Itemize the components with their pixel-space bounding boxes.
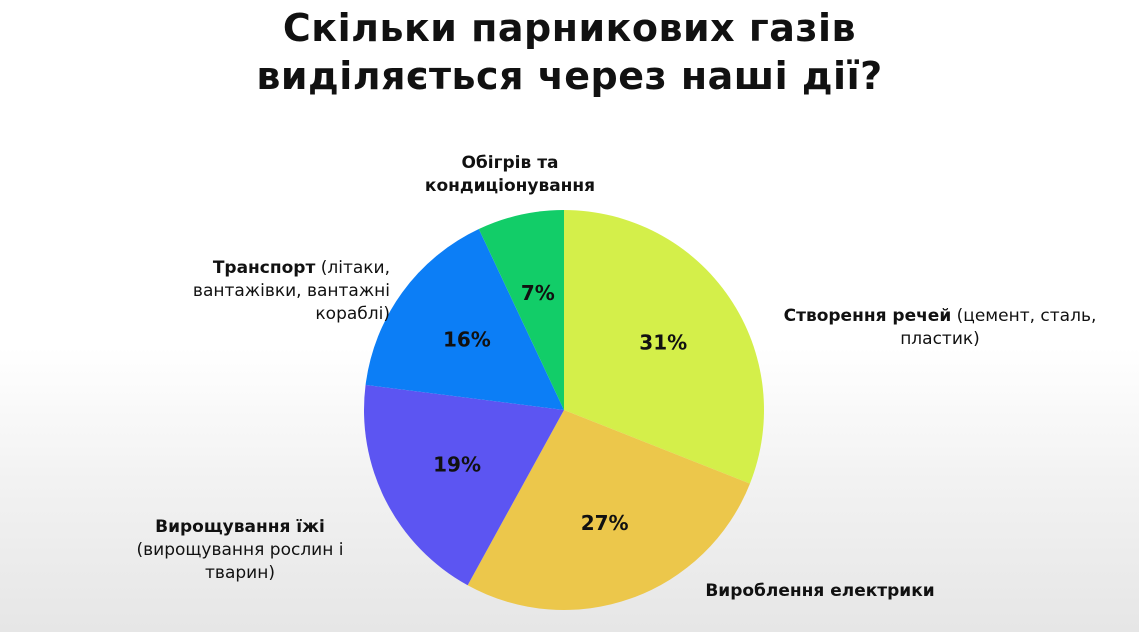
label-transport-detail1: (літаки,: [320, 258, 390, 278]
pie-value-label-heating: 7%: [521, 281, 555, 305]
label-heating-line2: кондиціонування: [424, 176, 596, 196]
label-heating-line1: Обігрів та: [461, 153, 559, 173]
label-electric: Вироблення електрики: [670, 580, 970, 603]
pie-slice-food: [363, 384, 564, 586]
label-transport: Транспорт (літаки, вантажівки, вантажні …: [140, 257, 390, 326]
pie-value-label-transport: 16%: [443, 327, 491, 351]
pie-slice-electric: [467, 410, 750, 610]
label-food-detail1: (вирощування рослин і: [136, 540, 344, 560]
pie-slice-things: [564, 210, 765, 484]
label-transport-detail3: кораблі): [315, 304, 390, 324]
label-transport-detail2: вантажівки, вантажні: [192, 281, 390, 301]
label-electric-name: Вироблення електрики: [705, 581, 935, 601]
label-things: Створення речей (цемент, сталь, пластик): [760, 305, 1120, 351]
label-things-name: Створення речей: [783, 306, 952, 326]
label-food: Вирощування їжі (вирощування рослин і тв…: [80, 516, 400, 585]
pie-value-label-electric: 27%: [581, 511, 629, 535]
pie-value-label-food: 19%: [433, 452, 481, 476]
label-things-detail1: (цемент, сталь,: [956, 306, 1097, 326]
label-things-detail2: пластик): [900, 329, 980, 349]
pie-slice-transport: [365, 229, 564, 410]
label-heating: Обігрів та кондиціонування: [400, 152, 620, 198]
title-line-2: виділяється через наші дії?: [256, 54, 883, 98]
label-food-detail2: тварин): [205, 563, 275, 583]
title-line-1: Скільки парникових газів: [282, 6, 857, 50]
chart-title: Скільки парникових газів виділяється чер…: [0, 4, 1139, 100]
label-food-name: Вирощування їжі: [155, 517, 325, 537]
pie-slice-heating: [478, 210, 564, 410]
pie-value-label-things: 31%: [639, 331, 687, 355]
label-transport-name: Транспорт: [212, 258, 316, 278]
